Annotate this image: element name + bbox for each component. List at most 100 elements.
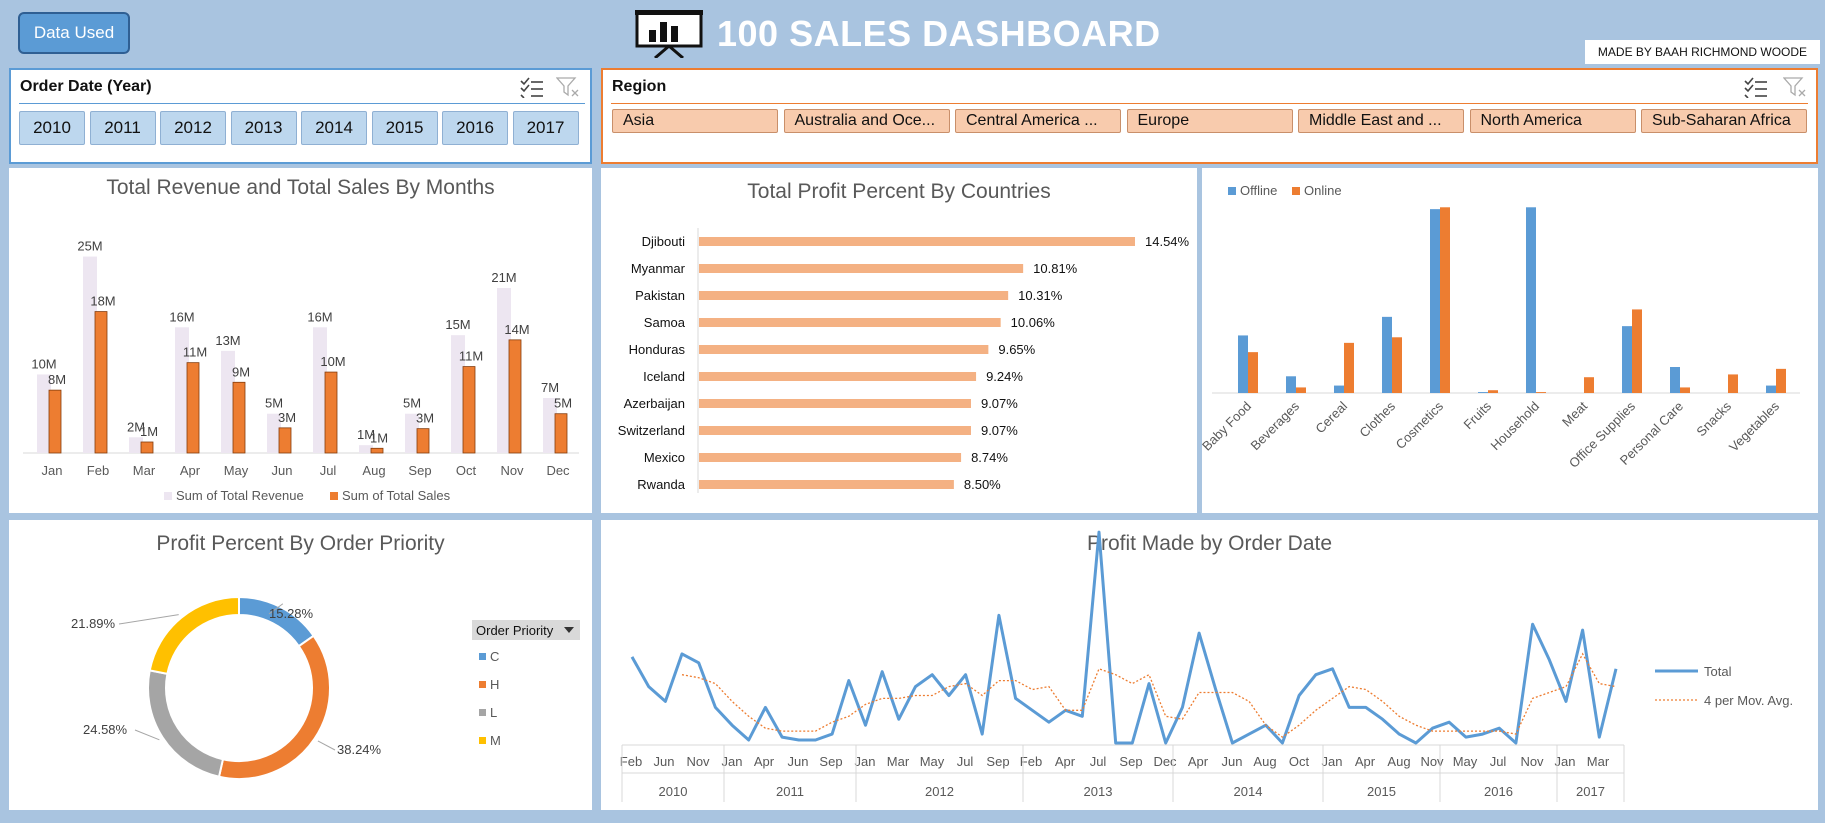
category-tick-label: Beverages (1248, 398, 1303, 453)
month-tick-label: May (1453, 754, 1478, 769)
online-bar (1392, 337, 1402, 393)
revenue-bar (175, 327, 189, 453)
country-profit-bar (699, 345, 989, 354)
sales-bar (94, 311, 108, 454)
month-tick-label: Oct (456, 463, 477, 478)
revenue-chart-title: Total Revenue and Total Sales By Months (106, 176, 495, 199)
sales-data-label: 10M (320, 354, 345, 369)
revenue-data-label: 10M (31, 356, 56, 371)
revenue-bar (267, 413, 281, 453)
month-tick-label: Mar (1587, 754, 1610, 769)
year-slicer: Order Date (Year) 2010 2011 2012 2013 2014 20… (9, 68, 592, 164)
multi-select-icon[interactable] (519, 76, 545, 98)
sales-data-label: 18M (90, 294, 115, 309)
sales-bar (232, 381, 246, 454)
online-bar (1440, 207, 1450, 393)
month-tick-label: Jun (1222, 754, 1243, 769)
month-tick-label: Dec (1153, 754, 1177, 769)
sales-data-label: 3M (416, 411, 434, 426)
sales-data-label: 5M (554, 396, 572, 411)
priority-chart-panel: Profit Percent By Order Priority 15.28% 3… (9, 520, 592, 810)
sales-data-label: 3M (278, 410, 296, 425)
sales-bar (508, 339, 522, 454)
month-tick-label: Apr (1055, 754, 1076, 769)
order-date-chart: Feb Jun Nov Jan Apr Jun Sep Jan Mar May Jul Sep Feb A… (620, 530, 1793, 802)
leader-line (118, 614, 179, 625)
sales-bar (370, 447, 384, 454)
online-bar (1776, 368, 1786, 393)
online-bar (1680, 387, 1690, 393)
data-used-button[interactable]: Data Used (18, 12, 130, 54)
month-tick-label: Jan (42, 463, 63, 478)
revenue-bar (83, 256, 97, 453)
region-button[interactable]: Middle East and ... (1298, 109, 1464, 133)
order-priority-filter[interactable]: Order Priority (472, 620, 580, 640)
region-button[interactable]: Asia (612, 109, 778, 133)
country-data-label: 10.31% (1018, 288, 1063, 303)
country-data-label: 8.50% (964, 477, 1001, 492)
revenue-bar (313, 327, 327, 453)
offline-bar (1382, 316, 1392, 393)
revenue-data-label: 7M (541, 380, 559, 395)
year-group-label: 2017 (1576, 784, 1605, 799)
month-tick-label: Aug (1253, 754, 1276, 769)
month-tick-label: May (224, 463, 249, 478)
sales-bar (416, 428, 430, 454)
region-button[interactable]: North America (1469, 109, 1636, 133)
dashboard-title: 100 SALES DASHBOARD (717, 13, 1161, 54)
dropdown-arrow-icon (564, 627, 574, 633)
year-button-2010[interactable]: 2010 (19, 111, 85, 145)
year-button-2014[interactable]: 2014 (301, 111, 367, 145)
month-tick-label: Feb (87, 463, 109, 478)
legend-swatch-online (1292, 187, 1300, 195)
country-label: Myanmar (631, 261, 686, 276)
month-tick-label: Oct (1289, 754, 1310, 769)
clear-filter-icon[interactable] (1783, 76, 1807, 98)
sales-data-label: 11M (459, 349, 483, 364)
month-tick-label: Sep (408, 463, 431, 478)
clear-filter-icon[interactable] (556, 76, 580, 98)
country-label: Iceland (643, 369, 685, 384)
month-tick-label: Nov (1520, 754, 1544, 769)
region-button[interactable]: Australia and Oce... (783, 109, 950, 133)
priority-chart-title: Profit Percent By Order Priority (156, 532, 445, 555)
month-tick-label: Aug (1387, 754, 1410, 769)
region-button[interactable]: Europe (1126, 109, 1293, 133)
year-button-2011[interactable]: 2011 (89, 111, 156, 145)
author-credit: MADE BY BAAH RICHMOND WOODE (1585, 40, 1820, 64)
legend-sales: Sum of Total Sales (342, 488, 451, 503)
country-label: Samoa (644, 315, 686, 330)
revenue-chart-panel: Total Revenue and Total Sales By Months … (9, 168, 592, 513)
category-tick-label: Snacks (1693, 398, 1734, 439)
country-profit-bar (699, 372, 977, 381)
month-tick-label: Apr (1188, 754, 1209, 769)
country-label: Azerbaijan (624, 396, 685, 411)
year-button-2013[interactable]: 2013 (230, 111, 297, 145)
divider (19, 103, 585, 104)
country-data-label: 9.07% (981, 423, 1018, 438)
month-tick-label: May (920, 754, 945, 769)
country-label: Rwanda (637, 477, 685, 492)
year-button-2015[interactable]: 2015 (371, 111, 438, 145)
priority-data-label: 15.28% (269, 606, 314, 621)
sales-data-label: 8M (48, 372, 66, 387)
year-button-2017[interactable]: 2017 (512, 111, 579, 145)
year-button-2012[interactable]: 2012 (160, 111, 226, 145)
month-tick-label: Nov (1420, 754, 1444, 769)
month-tick-label: Nov (686, 754, 710, 769)
country-profit-bar (699, 453, 962, 462)
revenue-bar (359, 445, 373, 453)
month-tick-label: Jan (855, 754, 876, 769)
country-data-label: 10.06% (1011, 315, 1056, 330)
country-profit-bar (699, 291, 1009, 300)
order-date-chart-panel: Profit Made by Order Date Feb Jun Nov Jan Ap… (601, 520, 1818, 810)
multi-select-icon[interactable] (1743, 76, 1769, 98)
region-button[interactable]: Sub-Saharan Africa (1641, 109, 1807, 133)
month-tick-label: Dec (546, 463, 570, 478)
offline-bar (1670, 367, 1680, 393)
revenue-data-label: 16M (307, 309, 332, 324)
category-tick-label: Baby Food (1202, 399, 1254, 454)
year-button-2016[interactable]: 2016 (442, 111, 508, 145)
region-button[interactable]: Central America ... (955, 109, 1121, 133)
month-tick-label: Feb (620, 754, 642, 769)
